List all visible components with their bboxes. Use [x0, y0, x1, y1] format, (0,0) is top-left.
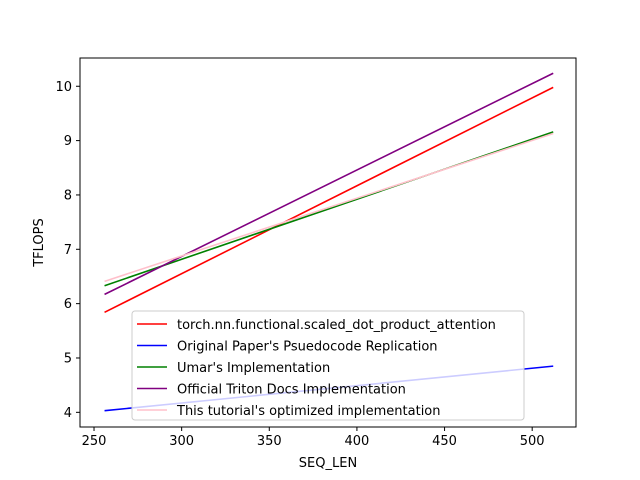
series-line-1 — [104, 86, 554, 314]
legend: torch.nn.functional.scaled_dot_product_a… — [131, 310, 525, 421]
x-tick-label: 350 — [257, 434, 282, 449]
legend-label-5: This tutorial's optimized implementation — [176, 404, 441, 419]
series-line-5 — [104, 132, 554, 283]
y-tick-label: 9 — [64, 134, 72, 149]
plot-frame — [79, 57, 577, 428]
legend-items: torch.nn.functional.scaled_dot_product_a… — [137, 318, 496, 419]
y-tick-label: 6 — [64, 297, 72, 312]
x-axis-label: SEQ_LEN — [299, 456, 357, 471]
legend-box — [131, 310, 525, 421]
x-tick-label: 450 — [432, 434, 457, 449]
series-line-4 — [104, 72, 554, 296]
y-tick-label: 7 — [64, 243, 72, 258]
x-tick-label: 300 — [169, 434, 194, 449]
legend-label-2: Original Paper's Psuedocode Replication — [177, 340, 438, 355]
x-tick-label: 250 — [82, 434, 107, 449]
legend-label-1: torch.nn.functional.scaled_dot_product_a… — [177, 318, 496, 333]
y-tick-label: 8 — [64, 188, 72, 203]
y-tick-label: 5 — [64, 351, 72, 366]
legend-label-4: Official Triton Docs Implementation — [177, 383, 406, 398]
y-tick-label: 4 — [64, 406, 72, 421]
legend-label-3: Umar's Implementation — [177, 361, 330, 376]
y-axis-label: TFLOPS — [32, 218, 47, 268]
x-tick-label: 500 — [520, 434, 545, 449]
x-axis-ticks: 250 300 350 400 450 500 — [82, 427, 545, 449]
x-tick-label: 400 — [345, 434, 370, 449]
y-axis-ticks: 4 5 6 7 8 9 10 — [55, 80, 80, 421]
y-tick-label: 10 — [55, 80, 72, 95]
